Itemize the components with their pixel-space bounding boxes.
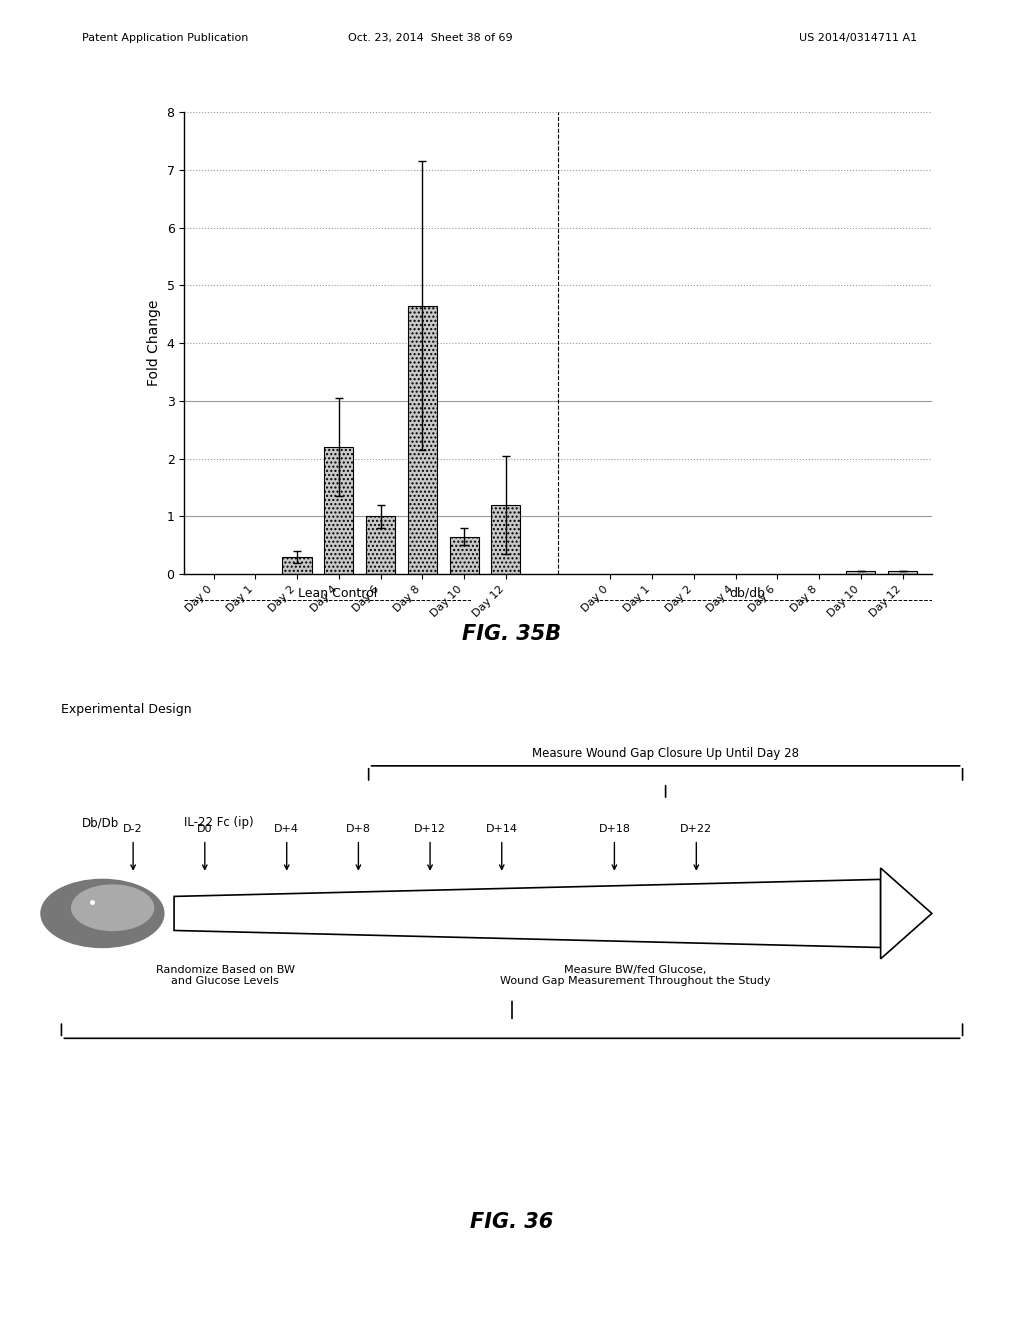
Text: D-2: D-2 (123, 824, 143, 834)
Text: D+12: D+12 (414, 824, 446, 834)
Text: Db/Db: Db/Db (82, 816, 119, 829)
Text: Lean Control: Lean Control (298, 586, 378, 599)
Bar (492, 506, 520, 574)
Bar (888, 572, 918, 574)
Bar (325, 447, 353, 574)
Text: Randomize Based on BW
and Glucose Levels: Randomize Based on BW and Glucose Levels (156, 965, 295, 986)
Bar (408, 306, 437, 574)
Circle shape (41, 879, 164, 948)
Text: IL-22 Fc (ip): IL-22 Fc (ip) (184, 816, 254, 829)
Polygon shape (174, 879, 881, 948)
Bar (366, 516, 395, 574)
Bar (283, 557, 311, 574)
Text: Measure BW/fed Glucose,
Wound Gap Measurement Throughout the Study: Measure BW/fed Glucose, Wound Gap Measur… (500, 965, 770, 986)
Text: db/db: db/db (729, 586, 766, 599)
Text: D+14: D+14 (485, 824, 518, 834)
Text: Measure Wound Gap Closure Up Until Day 28: Measure Wound Gap Closure Up Until Day 2… (532, 747, 799, 760)
Text: Oct. 23, 2014  Sheet 38 of 69: Oct. 23, 2014 Sheet 38 of 69 (348, 33, 512, 44)
Text: D0: D0 (197, 824, 213, 834)
Text: D+22: D+22 (680, 824, 713, 834)
Text: FIG. 35B: FIG. 35B (463, 624, 561, 644)
Text: Patent Application Publication: Patent Application Publication (82, 33, 248, 44)
Bar (846, 572, 876, 574)
Bar (450, 537, 479, 574)
Text: D+4: D+4 (274, 824, 299, 834)
Text: US 2014/0314711 A1: US 2014/0314711 A1 (799, 33, 916, 44)
Text: Experimental Design: Experimental Design (61, 704, 193, 717)
Polygon shape (881, 869, 932, 958)
Text: FIG. 36: FIG. 36 (470, 1212, 554, 1232)
Circle shape (72, 884, 154, 931)
Text: D+8: D+8 (346, 824, 371, 834)
Y-axis label: Fold Change: Fold Change (147, 300, 161, 387)
Text: D+18: D+18 (598, 824, 631, 834)
